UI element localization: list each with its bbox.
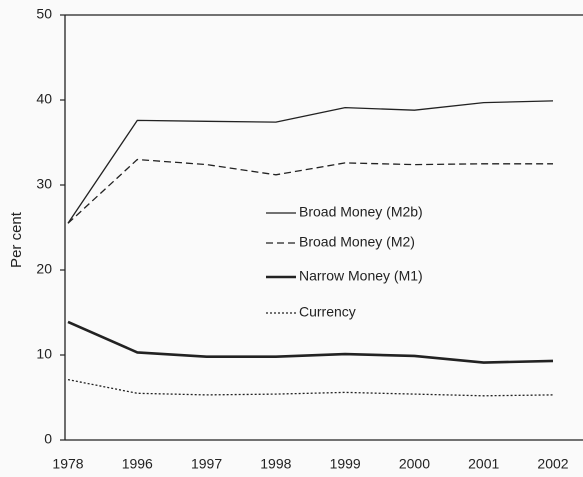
series-line	[67, 158, 553, 224]
x-tick-label: 1997	[191, 456, 222, 472]
y-tick-label: 20	[36, 261, 52, 277]
legend-label: Currency	[299, 304, 356, 320]
series-line	[67, 378, 554, 397]
x-tick-label: 1996	[122, 456, 153, 472]
series-line	[67, 320, 554, 364]
y-tick-label: 50	[36, 6, 52, 22]
x-tick-label: 1978	[52, 456, 83, 472]
x-tick-label: 1998	[260, 456, 291, 472]
series-line	[67, 100, 554, 224]
y-tick-label: 30	[36, 176, 52, 192]
y-axis-label: Per cent	[8, 211, 25, 268]
y-tick-label: 40	[36, 91, 52, 107]
y-tick-label: 10	[36, 346, 52, 362]
y-tick-label: 0	[44, 431, 52, 447]
x-tick-label: 2000	[399, 456, 430, 472]
legend-label: Narrow Money (M1)	[299, 268, 423, 284]
x-tick-label: 1999	[330, 456, 361, 472]
legend-label: Broad Money (M2b)	[299, 204, 423, 220]
x-tick-label: 2001	[468, 456, 499, 472]
x-tick-label: 2002	[537, 456, 568, 472]
legend-label: Broad Money (M2)	[299, 234, 415, 250]
